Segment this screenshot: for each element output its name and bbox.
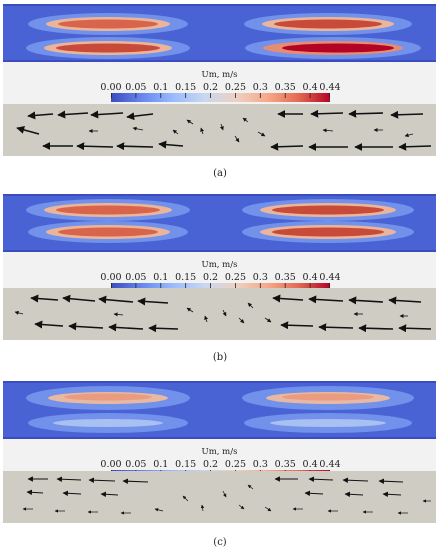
colorbar-tick-labels: 0.00 0.05 0.1 0.15 0.2 0.25 0.3 0.35 0.4 0.44 — [3, 82, 436, 93]
colorbar-tick-label: 0.1 — [153, 459, 169, 470]
colorbar-tick-label: 0.2 — [202, 459, 219, 470]
colorbar-tick-label: 0.2 — [202, 272, 219, 283]
colorbar-tick-label: 0.00 — [100, 82, 122, 93]
velocity-contour-b — [3, 194, 436, 252]
caption-a: (a) — [213, 168, 227, 179]
colorbar-a: Um, m/s 0.00 0.05 0.1 0.15 0.2 0.25 0.3 0.35 0.4… — [3, 62, 436, 104]
colorbar-tick-label: 0.1 — [153, 272, 169, 283]
colorbar-tick-label: 0.44 — [319, 459, 341, 470]
colorbar-gradient — [111, 93, 330, 102]
arrow-plot-a — [16, 109, 432, 151]
colorbar-tick-label: 0.15 — [175, 272, 197, 283]
velocity-field-a — [3, 4, 436, 62]
colorbar-tick-label: 0.3 — [252, 272, 268, 283]
colorbar-tick-label: 0.35 — [274, 459, 296, 470]
colorbar-tick-label: 0.35 — [274, 272, 296, 283]
velocity-contour-a — [3, 4, 436, 62]
vector-field-b — [3, 288, 436, 340]
colorbar-tick-label: 0.3 — [252, 82, 268, 93]
colorbar-title: Um, m/s — [201, 447, 238, 457]
colorbar-tick-label: 0.00 — [100, 459, 122, 470]
colorbar-tick-label: 0.44 — [319, 82, 341, 93]
colorbar-tick-marks — [111, 93, 330, 98]
colorbar-title: Um, m/s — [201, 260, 238, 270]
colorbar-tick-label: 0.35 — [274, 82, 296, 93]
colorbar-tick-labels: 0.00 0.05 0.1 0.15 0.2 0.25 0.3 0.35 0.4 0.44 — [3, 459, 436, 470]
colorbar-tick-label: 0.25 — [224, 272, 246, 283]
colorbar-tick-label: 0.25 — [224, 82, 246, 93]
caption-c: (c) — [213, 537, 227, 548]
colorbar-tick-labels: 0.00 0.05 0.1 0.15 0.2 0.25 0.3 0.35 0.4 0.44 — [3, 272, 436, 283]
colorbar-tick-label: 0.1 — [153, 82, 169, 93]
colorbar-tick-label: 0.4 — [302, 459, 318, 470]
colorbar-tick-label: 0.4 — [302, 272, 318, 283]
colorbar-tick-label: 0.2 — [202, 82, 219, 93]
colorbar-tick-label: 0.3 — [252, 459, 268, 470]
colorbar-tick-label: 0.15 — [175, 82, 197, 93]
velocity-field-c — [3, 381, 436, 439]
velocity-contour-c — [3, 381, 436, 439]
colorbar-tick-marks — [111, 283, 330, 288]
colorbar-tick-label: 0.4 — [302, 82, 318, 93]
velocity-field-b — [3, 194, 436, 252]
colorbar-tick-label: 0.05 — [125, 459, 147, 470]
colorbar-tick-label: 0.00 — [100, 272, 122, 283]
arrow-plot-b — [14, 294, 432, 333]
colorbar-title: Um, m/s — [201, 70, 238, 80]
colorbar-tick-label: 0.05 — [125, 272, 147, 283]
arrow-plot-c — [22, 476, 431, 515]
colorbar-tick-label: 0.05 — [125, 82, 147, 93]
colorbar-tick-label: 0.44 — [319, 272, 341, 283]
caption-b: (b) — [212, 352, 228, 363]
colorbar-tick-label: 0.15 — [175, 459, 197, 470]
colorbar-b: Um, m/s 0.00 0.05 0.1 0.15 0.2 0.25 0.3 0.35 0.4… — [3, 252, 436, 294]
vector-field-c — [3, 471, 436, 523]
vector-field-a — [3, 104, 436, 156]
colorbar-gradient — [111, 283, 330, 292]
colorbar-tick-label: 0.25 — [224, 459, 246, 470]
